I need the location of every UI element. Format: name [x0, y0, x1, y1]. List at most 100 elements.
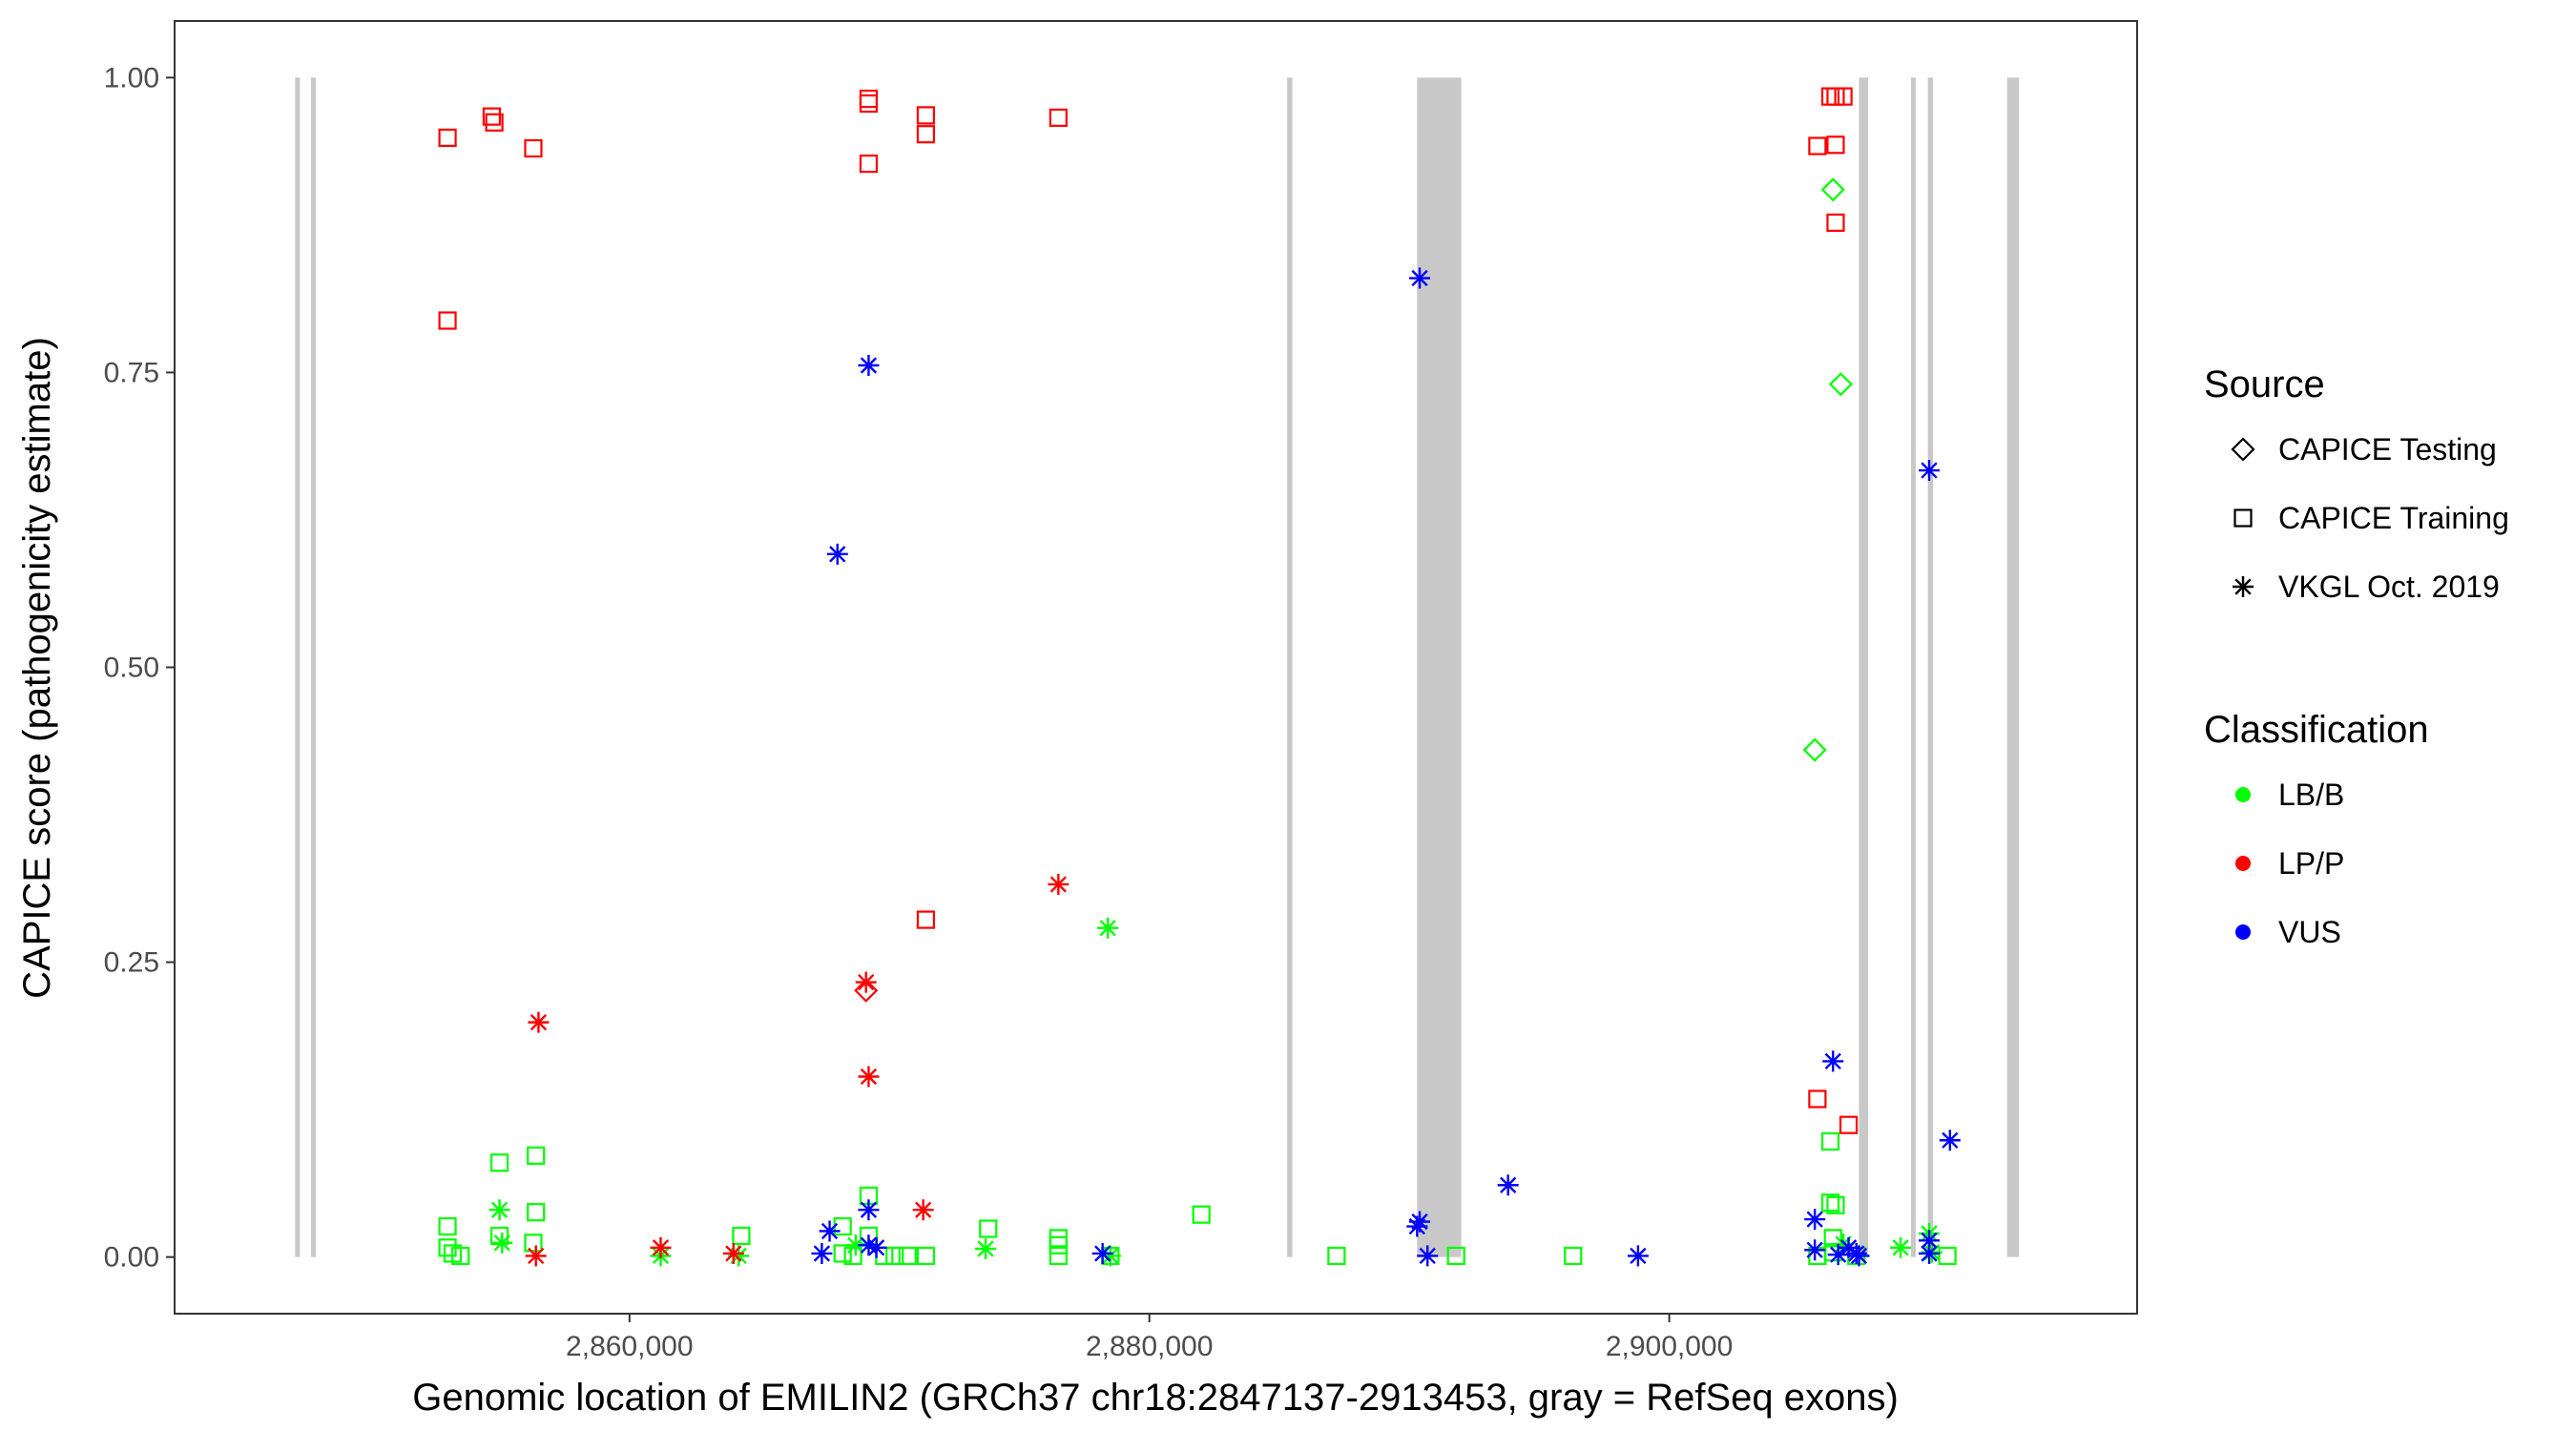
data-point [1808, 136, 1827, 156]
data-point [1834, 87, 1853, 106]
data-point [1848, 1245, 1870, 1267]
data-point [438, 128, 457, 147]
legend-label: LP/P [2278, 846, 2344, 881]
data-point [1564, 1246, 1583, 1266]
data-point [1409, 1211, 1431, 1233]
data-point [916, 1246, 935, 1266]
data-point [1826, 135, 1845, 155]
data-point [819, 1220, 841, 1242]
data-point [1823, 1229, 1842, 1248]
data-point [858, 1066, 880, 1088]
legend-key-dot [2235, 856, 2251, 871]
y-tick-label: 1.00 [104, 62, 159, 93]
legend-key-square [2233, 508, 2253, 528]
exon-band [295, 77, 301, 1257]
data-point [1627, 1245, 1649, 1267]
data-point [1446, 1246, 1465, 1266]
data-point [1804, 1209, 1826, 1231]
data-point [1049, 1235, 1068, 1255]
data-point [1327, 1246, 1346, 1266]
legend-key-dot [2235, 787, 2251, 802]
data-point [1091, 1242, 1113, 1264]
axis-layer: 0.00 0.25 0.50 0.75 1.00 2,860,000 2,880,000 2,… [104, 62, 1734, 1362]
exon-band [311, 77, 317, 1257]
data-point [489, 1153, 509, 1172]
exon-band [1859, 77, 1869, 1257]
data-point [524, 138, 543, 158]
data-point [1826, 1195, 1845, 1214]
data-point [485, 113, 504, 132]
data-point [858, 355, 880, 377]
data-point [1939, 1130, 1961, 1151]
data-point [1802, 737, 1827, 762]
x-axis-title: Genomic location of EMILIN2 (GRCh37 chr1… [412, 1377, 1899, 1419]
exon-band [1417, 77, 1462, 1257]
data-point [524, 1234, 543, 1253]
exon-band [1910, 77, 1916, 1257]
y-tick-label: 0.25 [104, 947, 159, 979]
data-point [491, 1232, 513, 1254]
data-point [1938, 1246, 1957, 1266]
exon-band [1287, 77, 1293, 1257]
data-point [1192, 1205, 1211, 1224]
data-point [1048, 873, 1070, 895]
legend-key-asterisk [2233, 576, 2254, 597]
data-point [916, 106, 935, 125]
legend-label: LB/B [2278, 778, 2344, 812]
legend-title-source: Source [2204, 363, 2325, 405]
data-point [728, 1245, 750, 1267]
data-point [1919, 460, 1941, 482]
data-point [528, 1011, 550, 1033]
data-point [438, 311, 457, 330]
data-point [722, 1242, 744, 1264]
data-point [916, 910, 935, 929]
y-tick-label: 0.50 [104, 653, 159, 684]
data-point [451, 1246, 470, 1266]
data-point [885, 1246, 904, 1266]
data-point [1409, 267, 1431, 289]
data-point [438, 1216, 457, 1236]
data-point [527, 1146, 546, 1165]
data-point [854, 978, 879, 1003]
data-point [898, 1246, 917, 1266]
data-point [1822, 1050, 1844, 1072]
data-point [1820, 1193, 1840, 1213]
data-point [1406, 1215, 1428, 1237]
data-point [811, 1242, 833, 1264]
legend-key-diamond [2231, 437, 2255, 462]
data-point [1820, 177, 1845, 202]
data-point [859, 89, 879, 109]
legend-label: VUS [2278, 915, 2341, 949]
data-point [1890, 1236, 1912, 1258]
point-layer [438, 87, 1961, 1267]
data-point [1804, 1239, 1826, 1261]
y-tick-label: 0.75 [104, 357, 159, 388]
data-point [979, 1219, 998, 1238]
data-point [855, 971, 877, 993]
data-point [916, 125, 935, 144]
data-point [826, 543, 848, 565]
data-point [1417, 1245, 1439, 1267]
data-point [1828, 372, 1853, 397]
data-point [1097, 917, 1119, 939]
legend-label: CAPICE Testing [2278, 432, 2497, 467]
x-tick-label: 2,860,000 [566, 1331, 693, 1362]
data-point [859, 154, 879, 174]
data-point [1497, 1174, 1519, 1196]
data-point [1833, 1234, 1855, 1255]
data-point [975, 1238, 997, 1259]
y-axis-title: CAPICE score (pathogenicity estimate) [16, 337, 58, 999]
exon-band [2006, 77, 2020, 1257]
data-point [525, 1245, 547, 1267]
legend-title-classification: Classification [2204, 709, 2429, 751]
data-point [1919, 1242, 1941, 1264]
data-point [1049, 108, 1068, 127]
data-point [844, 1234, 866, 1256]
data-point [858, 1234, 880, 1256]
data-point [488, 1199, 510, 1221]
data-point [650, 1236, 672, 1258]
data-point [1049, 1246, 1068, 1266]
data-point [1827, 1244, 1849, 1266]
data-point [1099, 1245, 1121, 1267]
data-point [1919, 1230, 1941, 1252]
